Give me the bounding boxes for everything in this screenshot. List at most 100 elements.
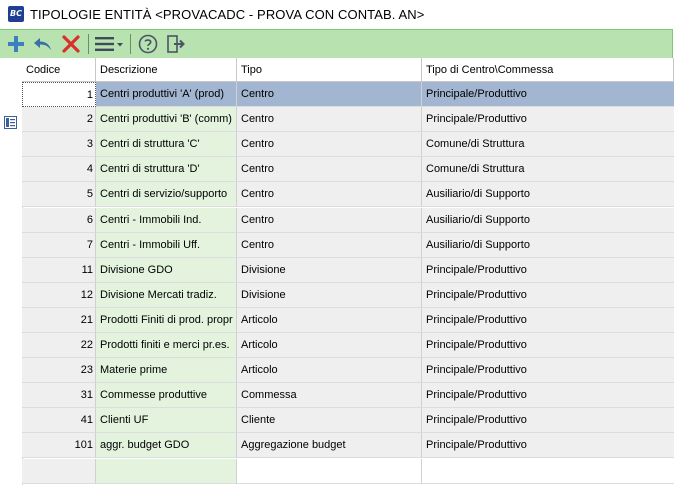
cell-tipo[interactable]: Articolo — [237, 307, 422, 333]
column-header-descrizione[interactable]: Descrizione — [96, 58, 237, 82]
cell-tipo-centro-commessa[interactable]: Principale/Produttivo — [422, 333, 674, 358]
cell-descrizione[interactable]: Prodotti Finiti di prod. propr — [96, 307, 237, 333]
cell-codice[interactable]: 41 — [22, 408, 96, 434]
cell-tipo-centro-commessa[interactable]: Principale/Produttivo — [422, 383, 674, 409]
cell-descrizione[interactable]: Divisione Mercati tradiz. — [96, 282, 237, 308]
cell-tipo[interactable]: Centro — [237, 232, 422, 258]
cell-tipo[interactable]: Centro — [237, 207, 422, 233]
cell-descrizione[interactable]: Clienti UF — [96, 408, 237, 434]
cell-codice[interactable]: 6 — [22, 207, 96, 233]
column-header-tipo[interactable]: Tipo — [237, 58, 422, 82]
data-grid: Codice Descrizione Tipo Tipo di Centro\C… — [22, 58, 674, 485]
cell-codice[interactable]: 12 — [22, 282, 96, 308]
plus-icon — [8, 36, 24, 52]
cell-tipo[interactable]: Articolo — [237, 358, 422, 384]
cell-descrizione[interactable]: Centri produttivi 'A' (prod) — [96, 82, 237, 107]
undo-button[interactable] — [31, 32, 55, 56]
cell-codice[interactable] — [22, 458, 96, 484]
cell-descrizione[interactable]: Prodotti finiti e merci pr.es. — [96, 333, 237, 358]
exit-button[interactable] — [164, 32, 188, 56]
cell-tipo-centro-commessa[interactable]: Ausiliario/di Supporto — [422, 232, 674, 258]
cell-descrizione[interactable] — [96, 458, 237, 484]
cell-tipo[interactable]: Centro — [237, 182, 422, 208]
cell-tipo[interactable]: Commessa — [237, 383, 422, 409]
cell-descrizione[interactable]: Centri produttivi 'B' (comm) — [96, 107, 237, 133]
menu-button[interactable] — [93, 32, 125, 56]
table-row[interactable]: 12 Divisione Mercati tradiz. Divisione Prin… — [22, 282, 674, 308]
question-icon — [138, 34, 158, 54]
cell-codice[interactable]: 21 — [22, 307, 96, 333]
cell-tipo-centro-commessa[interactable]: Principale/Produttivo — [422, 358, 674, 384]
undo-arrow-icon — [34, 38, 51, 50]
help-button[interactable] — [136, 32, 160, 56]
app-logo-icon: BC — [8, 6, 24, 22]
cell-codice[interactable]: 31 — [22, 383, 96, 409]
table-row[interactable]: 11 Divisione GDO Divisione Principale/Produ… — [22, 257, 674, 283]
cell-tipo-centro-commessa[interactable]: Principale/Produttivo — [422, 82, 674, 107]
cell-tipo-centro-commessa[interactable] — [422, 458, 674, 484]
table-row[interactable]: 23 Materie prime Articolo Principale/Produt… — [22, 358, 674, 384]
cell-tipo-centro-commessa[interactable]: Principale/Produttivo — [422, 433, 674, 459]
cell-tipo[interactable]: Aggregazione budget — [237, 433, 422, 459]
cell-tipo[interactable]: Centro — [237, 132, 422, 158]
cell-descrizione[interactable]: Commesse produttive — [96, 383, 237, 409]
cell-codice[interactable]: 5 — [22, 182, 96, 208]
cell-codice[interactable]: 7 — [22, 232, 96, 258]
cell-tipo-centro-commessa[interactable]: Principale/Produttivo — [422, 257, 674, 283]
cell-tipo-centro-commessa[interactable]: Comune/di Struttura — [422, 157, 674, 183]
cell-tipo[interactable]: Divisione — [237, 282, 422, 308]
cell-tipo-centro-commessa[interactable]: Principale/Produttivo — [422, 307, 674, 333]
add-button[interactable] — [4, 32, 28, 56]
cell-tipo[interactable] — [237, 458, 422, 484]
table-row[interactable]: 101 aggr. budget GDO Aggregazione budget Pr… — [22, 433, 674, 459]
cell-codice[interactable]: 101 — [22, 433, 96, 459]
cell-tipo-centro-commessa[interactable]: Comune/di Struttura — [422, 132, 674, 158]
cell-tipo[interactable]: Cliente — [237, 408, 422, 434]
cell-descrizione[interactable]: Divisione GDO — [96, 257, 237, 283]
toolbar — [0, 29, 673, 59]
table-row[interactable]: 5 Centri di servizio/supporto Centro Ausili… — [22, 182, 674, 208]
record-selector-icon[interactable] — [4, 116, 17, 129]
cell-codice[interactable]: 2 — [22, 107, 96, 133]
table-row[interactable]: 1 Centri produttivi 'A' (prod) Centro Princ… — [22, 82, 674, 107]
cell-codice[interactable]: 11 — [22, 257, 96, 283]
column-header-tipo-centro-commessa[interactable]: Tipo di Centro\Commessa — [422, 58, 674, 82]
table-row[interactable]: 41 Clienti UF Cliente Principale/Produttivo — [22, 408, 674, 434]
cell-descrizione[interactable]: Centri di struttura 'C' — [96, 132, 237, 158]
cell-descrizione[interactable]: Centri di servizio/supporto — [96, 182, 237, 208]
cell-codice[interactable]: 1 — [22, 82, 96, 107]
cell-tipo-centro-commessa[interactable]: Ausiliario/di Supporto — [422, 182, 674, 208]
cell-tipo-centro-commessa[interactable]: Ausiliario/di Supporto — [422, 207, 674, 233]
cell-descrizione[interactable]: Centri - Immobili Uff. — [96, 232, 237, 258]
table-row[interactable]: 22 Prodotti finiti e merci pr.es. Articolo… — [22, 333, 674, 358]
empty-new-row[interactable] — [22, 458, 674, 484]
cell-descrizione[interactable]: Centri di struttura 'D' — [96, 157, 237, 183]
window-title: TIPOLOGIE ENTITÀ <PROVACADC - PROVA CON … — [30, 7, 425, 22]
table-row[interactable]: 21 Prodotti Finiti di prod. propr Articolo… — [22, 307, 674, 333]
cell-tipo[interactable]: Articolo — [237, 333, 422, 358]
cell-codice[interactable]: 22 — [22, 333, 96, 358]
cell-codice[interactable]: 3 — [22, 132, 96, 158]
cell-tipo[interactable]: Centro — [237, 82, 422, 107]
cell-tipo-centro-commessa[interactable]: Principale/Produttivo — [422, 107, 674, 133]
table-row[interactable]: 3 Centri di struttura 'C' Centro Comune/di … — [22, 132, 674, 158]
cell-codice[interactable]: 23 — [22, 358, 96, 384]
column-header-codice[interactable]: Codice — [22, 58, 96, 82]
cell-codice[interactable]: 4 — [22, 157, 96, 183]
cell-descrizione[interactable]: Materie prime — [96, 358, 237, 384]
table-row[interactable]: 7 Centri - Immobili Uff. Centro Ausiliario/… — [22, 232, 674, 258]
cell-descrizione[interactable]: Centri - Immobili Ind. — [96, 207, 237, 233]
delete-button[interactable] — [59, 32, 83, 56]
cell-tipo[interactable]: Centro — [237, 107, 422, 133]
table-row[interactable]: 6 Centri - Immobili Ind. Centro Ausiliario/… — [22, 207, 674, 233]
cell-tipo[interactable]: Centro — [237, 157, 422, 183]
toolbar-separator — [88, 34, 89, 54]
cell-tipo-centro-commessa[interactable]: Principale/Produttivo — [422, 282, 674, 308]
cell-descrizione[interactable]: aggr. budget GDO — [96, 433, 237, 459]
exit-door-icon — [167, 35, 185, 53]
cell-tipo[interactable]: Divisione — [237, 257, 422, 283]
table-row[interactable]: 2 Centri produttivi 'B' (comm) Centro Princ… — [22, 107, 674, 133]
table-row[interactable]: 31 Commesse produttive Commessa Principale/… — [22, 383, 674, 409]
cell-tipo-centro-commessa[interactable]: Principale/Produttivo — [422, 408, 674, 434]
table-row[interactable]: 4 Centri di struttura 'D' Centro Comune/di … — [22, 157, 674, 183]
